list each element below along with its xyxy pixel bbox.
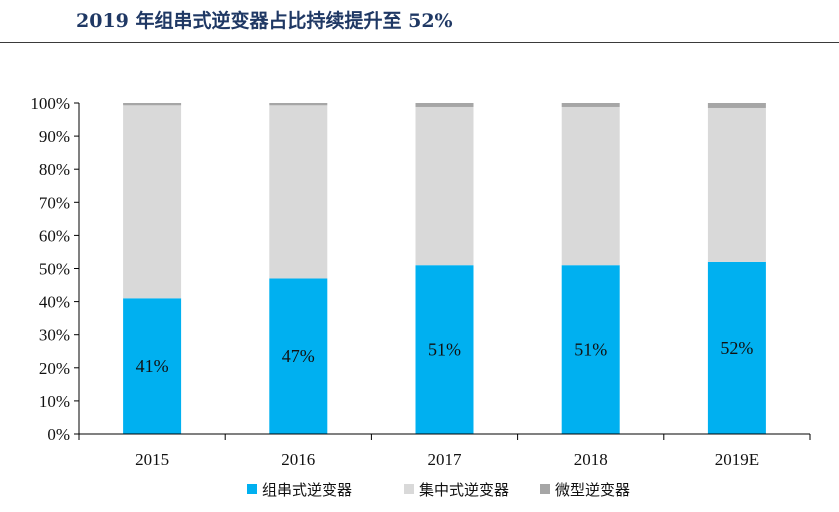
data-label-2016: 47% bbox=[282, 346, 315, 366]
legend-label-1: 集中式逆变器 bbox=[419, 481, 509, 499]
bar-2018-series-0 bbox=[561, 265, 620, 434]
y-tick-label-5: 50% bbox=[39, 260, 70, 279]
legend-swatch-0 bbox=[247, 484, 257, 494]
data-label-2018: 51% bbox=[574, 340, 607, 360]
y-tick-label-8: 80% bbox=[39, 160, 70, 179]
bar-2016-series-1 bbox=[269, 105, 328, 279]
bar-2018-series-1 bbox=[561, 106, 620, 266]
y-tick-label-3: 30% bbox=[39, 326, 70, 345]
x-tick-label-2017: 2017 bbox=[428, 450, 463, 469]
legend-swatch-1 bbox=[404, 484, 414, 494]
bar-2019e-series-1 bbox=[707, 107, 766, 262]
x-tick-label-2018: 2018 bbox=[574, 450, 608, 469]
bar-2015-series-0 bbox=[123, 298, 182, 434]
chart-title: 2019 年组串式逆变器占比持续提升至 52% bbox=[76, 10, 453, 32]
y-tick-label-6: 60% bbox=[39, 226, 70, 245]
y-tick-label-0: 0% bbox=[47, 425, 70, 444]
x-tick-label-2015: 2015 bbox=[135, 450, 169, 469]
data-label-2017: 51% bbox=[428, 340, 461, 360]
x-tick-label-2016: 2016 bbox=[281, 450, 315, 469]
y-tick-label-2: 20% bbox=[39, 359, 70, 378]
bar-2016-series-0 bbox=[269, 278, 328, 434]
data-label-2019e: 52% bbox=[720, 338, 753, 358]
bar-2016-series-2 bbox=[269, 103, 328, 106]
bar-2018-series-2 bbox=[561, 103, 620, 107]
bar-2015-series-1 bbox=[123, 105, 182, 299]
bar-2017-series-1 bbox=[415, 106, 474, 266]
legend-swatch-2 bbox=[540, 484, 550, 494]
bar-2015-series-2 bbox=[123, 103, 182, 106]
y-tick-label-7: 70% bbox=[39, 193, 70, 212]
bar-2017-series-2 bbox=[415, 103, 474, 107]
y-tick-label-10: 100% bbox=[30, 94, 70, 113]
data-label-2015: 41% bbox=[136, 356, 169, 376]
bar-2019e-series-0 bbox=[707, 261, 766, 434]
legend-label-0: 组串式逆变器 bbox=[262, 481, 352, 499]
x-tick-label-2019e: 2019E bbox=[715, 450, 759, 469]
legend-label-2: 微型逆变器 bbox=[555, 481, 630, 499]
y-tick-label-9: 90% bbox=[39, 127, 70, 146]
y-tick-label-1: 10% bbox=[39, 392, 70, 411]
y-tick-label-4: 40% bbox=[39, 293, 70, 312]
title-divider bbox=[0, 42, 839, 43]
bar-2019e-series-2 bbox=[707, 103, 766, 108]
bar-2017-series-0 bbox=[415, 265, 474, 434]
